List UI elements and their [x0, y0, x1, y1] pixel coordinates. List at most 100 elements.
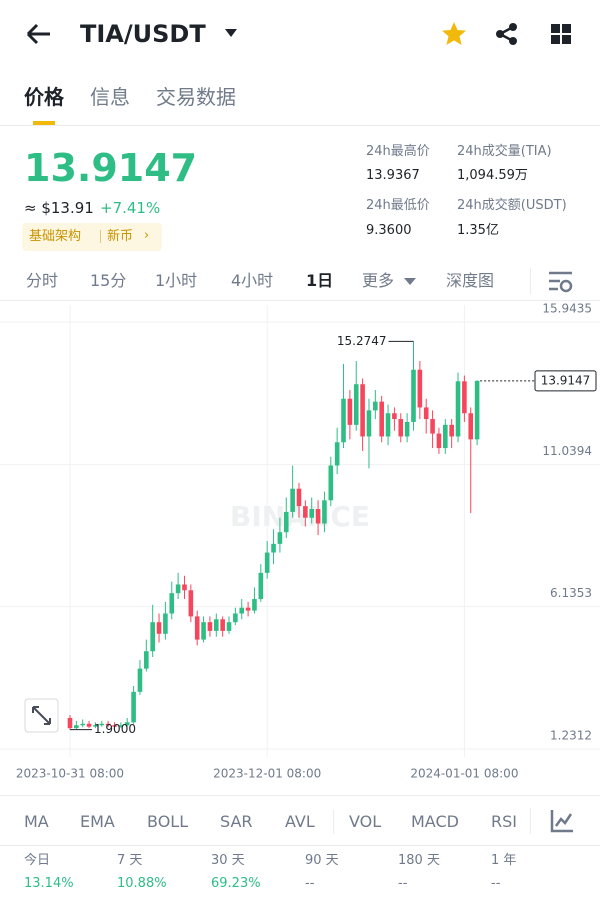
candle-body	[245, 607, 251, 611]
tag-box[interactable]	[22, 223, 162, 251]
candle-body	[404, 421, 410, 437]
candle-body	[392, 413, 397, 420]
last-price-box	[534, 370, 597, 392]
candle-body	[436, 433, 442, 449]
candle-body	[334, 442, 340, 466]
candle-body	[207, 622, 213, 631]
indicator[interactable]: BOLL	[147, 812, 189, 831]
tab[interactable]: 交易数据	[156, 85, 236, 109]
indicator[interactable]: MACD	[411, 812, 459, 831]
candle-body	[258, 572, 264, 599]
x-tick-label: 2023-12-01 08:00	[213, 767, 321, 781]
interval[interactable]: 深度图	[446, 271, 495, 290]
share-button[interactable]	[495, 22, 519, 46]
interval[interactable]: 分时	[26, 271, 59, 290]
candle-body	[423, 407, 429, 420]
interval[interactable]: 1小时	[155, 271, 198, 290]
candle-body	[175, 584, 181, 594]
indicator[interactable]: VOL	[349, 812, 382, 831]
divider	[0, 795, 600, 796]
candle-body	[213, 619, 219, 631]
separator	[530, 808, 531, 834]
interval[interactable]: 更多	[362, 271, 395, 290]
y-tick-label: 15.9435	[542, 302, 592, 316]
usd-price: ≈ $13.91	[24, 199, 94, 217]
candle-body	[252, 598, 257, 611]
candle-body	[443, 424, 448, 449]
y-tick-label: 1.2312	[550, 728, 592, 742]
candle-body	[169, 593, 175, 614]
candle-body	[124, 722, 130, 726]
min-label: 1.9000	[94, 722, 136, 736]
separator	[333, 810, 334, 834]
candle-body	[144, 651, 149, 669]
stat-value: 9.3600	[366, 223, 412, 238]
candle-body	[328, 465, 334, 501]
max-label: 15.2747	[337, 334, 387, 348]
tab[interactable]: 信息	[90, 85, 130, 109]
tab-indicator	[33, 121, 55, 125]
period-change: --	[491, 876, 501, 891]
indicator[interactable]: SAR	[220, 812, 253, 831]
interval[interactable]: 1日	[306, 271, 334, 290]
candle-body	[201, 622, 206, 640]
interval[interactable]: 4小时	[231, 271, 274, 290]
expand-icon[interactable]	[32, 706, 51, 725]
indicator[interactable]: MA	[24, 812, 49, 831]
pair-title[interactable]: TIA/USDT	[80, 20, 206, 48]
candle-body	[455, 381, 461, 437]
candle-body	[150, 622, 155, 652]
candle-body	[271, 543, 276, 553]
candle-body	[385, 413, 391, 437]
candle-body	[296, 488, 302, 507]
back-button[interactable]	[24, 22, 52, 46]
tag[interactable]: 新币	[100, 230, 133, 243]
stat-label: 24h最低价	[366, 198, 430, 213]
candle-body	[474, 380, 480, 440]
candle-body	[80, 723, 85, 726]
tag-arrow: ›	[144, 228, 150, 243]
more-dropdown[interactable]	[404, 278, 416, 286]
candle-body	[220, 619, 225, 631]
indicator[interactable]: AVL	[285, 812, 315, 831]
period-change: 13.14%	[24, 876, 74, 891]
y-tick-label: 11.0394	[542, 444, 592, 458]
candle-body	[194, 616, 200, 640]
candle-body	[112, 725, 117, 727]
divider	[0, 845, 600, 846]
candle-body	[239, 607, 245, 614]
pair-dropdown[interactable]	[224, 28, 238, 38]
tag[interactable]: 基础架构	[29, 229, 82, 244]
candle-body	[163, 613, 168, 634]
period-change: 69.23%	[211, 876, 261, 891]
candle-body	[315, 509, 321, 524]
candle-body	[233, 613, 238, 623]
candle-body	[360, 384, 365, 437]
candle-body	[353, 384, 359, 425]
candle-body	[411, 369, 416, 422]
candle-body	[347, 398, 353, 425]
indicator[interactable]: RSI	[491, 814, 517, 830]
candle-body	[462, 381, 467, 414]
interval[interactable]: 15分	[90, 271, 127, 290]
tab[interactable]: 价格	[24, 85, 64, 109]
candle-body	[449, 424, 454, 437]
period-label: 今日	[24, 853, 51, 868]
stat-label: 24h最高价	[366, 144, 430, 159]
candle-body	[226, 622, 232, 631]
indicator[interactable]: EMA	[80, 812, 115, 831]
layout-button[interactable]	[550, 23, 572, 45]
candle-body	[341, 398, 346, 443]
candle-body	[277, 532, 283, 544]
candle-body	[283, 511, 289, 533]
candle-body	[303, 506, 308, 518]
stat-label: 24h成交量(TIA)	[457, 144, 552, 159]
chart-settings[interactable]	[548, 270, 574, 294]
candle-body	[430, 419, 435, 434]
indicator-settings[interactable]	[550, 809, 574, 833]
favorite-star[interactable]	[441, 21, 467, 47]
period-label: 30 天	[211, 853, 245, 868]
stat-value: 1,094.59万	[457, 168, 528, 183]
stat-label: 24h成交额(USDT)	[457, 198, 567, 213]
candle-body	[290, 488, 295, 512]
